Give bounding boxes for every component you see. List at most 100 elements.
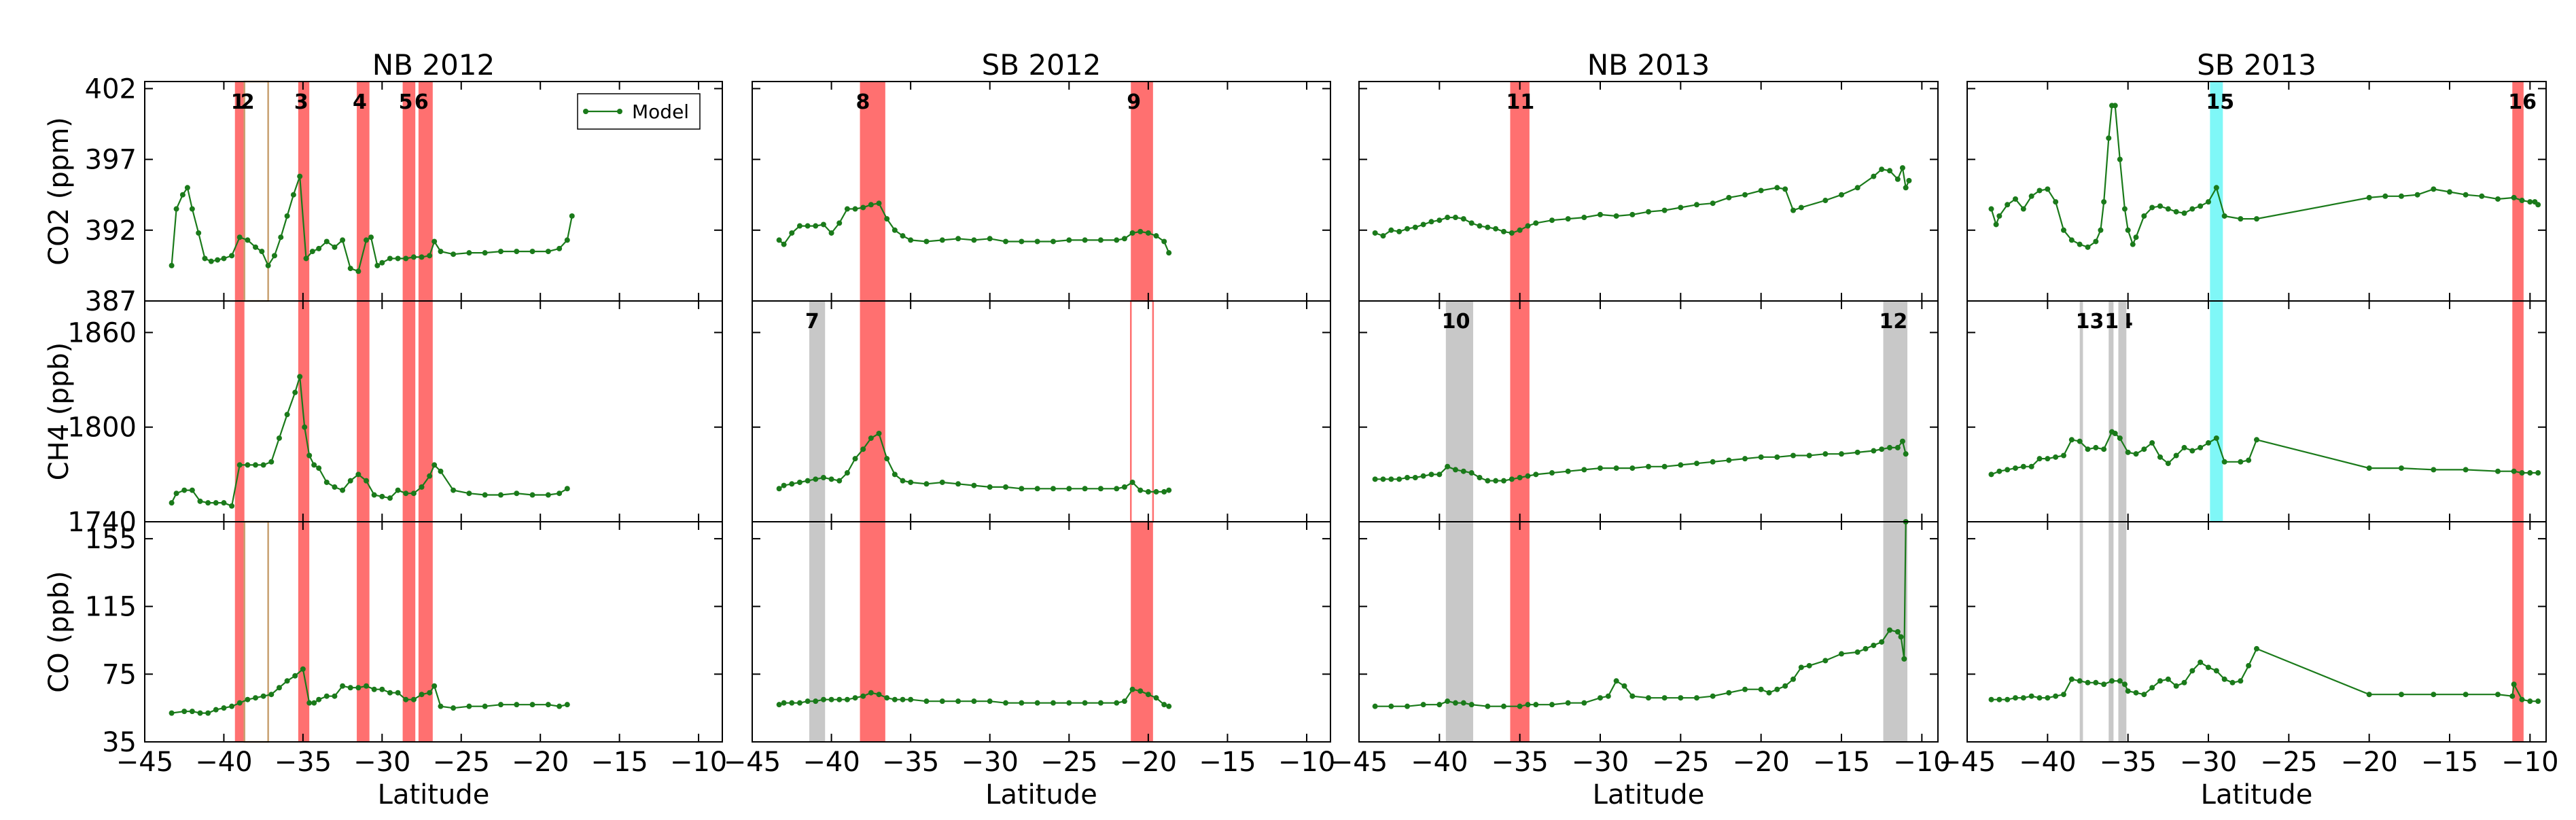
data-point xyxy=(1798,664,1804,671)
data-point xyxy=(355,471,361,478)
y-tick-label: 155 xyxy=(85,524,137,555)
data-point xyxy=(197,498,203,504)
data-point xyxy=(427,690,433,696)
data-point xyxy=(302,424,308,430)
data-point xyxy=(1613,213,1619,219)
data-point xyxy=(900,233,906,239)
plot-frame xyxy=(1966,521,2547,743)
data-point xyxy=(181,487,188,493)
data-point xyxy=(1405,226,1410,232)
data-point xyxy=(1050,486,1056,492)
data-point xyxy=(213,707,219,713)
data-point xyxy=(371,686,377,692)
data-point xyxy=(2121,206,2128,212)
data-point xyxy=(1485,478,1491,484)
data-point xyxy=(229,503,235,509)
data-point xyxy=(1501,228,1506,234)
data-point xyxy=(1161,238,1167,245)
data-point xyxy=(2005,696,2011,702)
data-point xyxy=(1166,487,1172,493)
data-point xyxy=(1988,471,1994,478)
data-point xyxy=(387,255,393,262)
data-point xyxy=(2053,199,2059,205)
data-point xyxy=(2206,440,2211,446)
legend-marker xyxy=(617,109,622,114)
data-point xyxy=(1517,475,1523,480)
data-point xyxy=(229,703,235,709)
data-point xyxy=(1477,223,1483,229)
x-tick-label: −45 xyxy=(724,747,781,778)
data-point xyxy=(2181,679,2187,685)
legend: Model xyxy=(577,93,701,130)
data-point xyxy=(323,238,330,245)
data-point xyxy=(1517,703,1523,709)
data-point xyxy=(1372,476,1378,482)
data-point xyxy=(868,202,874,208)
data-point xyxy=(2519,198,2525,204)
y-tick-label: 397 xyxy=(85,145,137,176)
data-point xyxy=(179,192,186,198)
data-point xyxy=(1581,700,1587,706)
data-point xyxy=(184,185,190,191)
data-point xyxy=(545,702,551,708)
y-axis-label: CH4 (ppb) xyxy=(43,342,75,481)
data-point xyxy=(2085,679,2091,685)
data-point xyxy=(259,249,265,255)
data-point xyxy=(395,487,401,493)
data-point xyxy=(2254,645,2259,652)
data-point xyxy=(284,412,290,418)
data-point xyxy=(379,493,385,499)
data-point xyxy=(2117,678,2123,684)
data-point xyxy=(260,693,266,699)
data-point xyxy=(514,491,520,497)
data-point xyxy=(2463,692,2469,698)
data-point xyxy=(2511,681,2517,688)
data-point xyxy=(805,698,811,705)
x-tick-label: −30 xyxy=(961,747,1019,778)
data-point xyxy=(2013,465,2018,471)
data-point xyxy=(2121,681,2128,688)
data-point xyxy=(828,230,834,236)
data-point xyxy=(2527,698,2533,705)
data-point xyxy=(1428,471,1434,478)
data-point xyxy=(347,478,353,484)
data-point xyxy=(197,710,203,716)
region-label-12: 12 xyxy=(1880,310,1908,334)
data-point xyxy=(2101,199,2107,205)
data-point xyxy=(955,698,961,705)
region-16-row-2 xyxy=(2512,522,2524,742)
data-point xyxy=(1898,634,1904,640)
data-point xyxy=(836,220,843,226)
data-point xyxy=(1533,220,1539,226)
data-point xyxy=(1565,468,1571,474)
data-point xyxy=(1726,690,1732,696)
data-point xyxy=(1121,698,1127,705)
data-point xyxy=(1613,465,1619,471)
data-point xyxy=(1879,639,1885,645)
data-point xyxy=(1903,451,1909,457)
region-label-15: 15 xyxy=(2206,90,2234,114)
data-point xyxy=(1549,470,1555,476)
data-point xyxy=(1598,465,1603,471)
data-point xyxy=(2013,695,2018,701)
data-point xyxy=(876,200,882,207)
region-16-row-1 xyxy=(2512,301,2524,522)
data-point xyxy=(497,249,504,255)
data-point xyxy=(1050,700,1056,706)
data-point xyxy=(292,673,298,679)
data-point xyxy=(820,696,826,702)
data-point xyxy=(1646,463,1651,469)
data-point xyxy=(497,702,504,708)
data-point xyxy=(987,236,993,242)
data-point xyxy=(438,249,444,255)
data-point xyxy=(2141,692,2147,698)
data-point xyxy=(1854,185,1860,191)
data-point xyxy=(1854,449,1860,455)
data-point xyxy=(268,692,275,698)
data-point xyxy=(379,260,385,266)
region-7-row-2 xyxy=(809,522,826,742)
data-point xyxy=(1879,446,1885,452)
data-point xyxy=(2053,693,2059,699)
data-point xyxy=(852,456,858,462)
